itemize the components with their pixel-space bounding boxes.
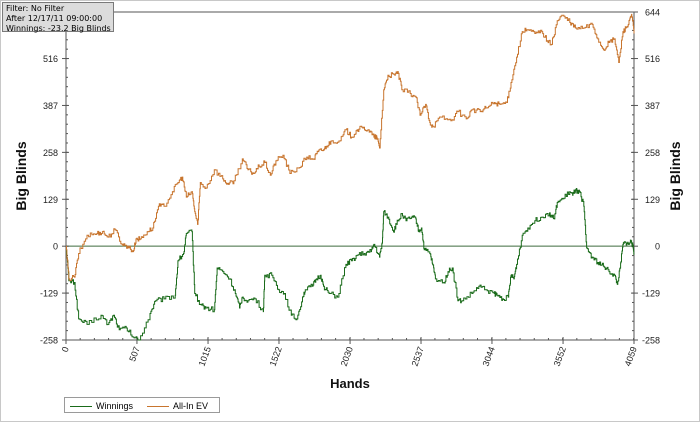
- y-tick-label-left: -258: [40, 336, 58, 346]
- legend-label-all-in-ev: All-In EV: [173, 401, 209, 411]
- legend-label-winnings: Winnings: [96, 401, 134, 411]
- x-axis-title: Hands: [330, 376, 370, 391]
- y-tick-label-left: 516: [43, 54, 58, 64]
- series-line-winnings: [66, 188, 635, 341]
- winnings-summary-text: Winnings: -23.2 Big Blinds: [6, 24, 111, 33]
- x-tick-label: 1522: [268, 345, 284, 367]
- x-tick-label: 3044: [481, 345, 497, 367]
- plot-area: [65, 11, 635, 341]
- y-axis-title-left: Big Blinds: [13, 141, 29, 210]
- y-tick-label-right: -129: [642, 289, 660, 299]
- y-tick-label-right: 0: [655, 242, 660, 252]
- series-lines: [66, 13, 635, 341]
- y-tick-label-left: 129: [43, 195, 58, 205]
- y-axis-title-right: Big Blinds: [667, 141, 683, 210]
- y-tick-label-right: 258: [645, 148, 660, 158]
- y-tick-label-left: 387: [43, 101, 58, 111]
- y-tick-label-left: 258: [43, 148, 58, 158]
- series-line-all-in-ev: [66, 13, 635, 281]
- x-tick-label: 2537: [410, 345, 426, 367]
- filter-info-box: Filter: No Filter After 12/17/11 09:00:0…: [2, 2, 114, 33]
- y-tick-label-right: 129: [645, 195, 660, 205]
- x-tick-label: 1015: [197, 345, 213, 367]
- y-tick-label-right: -258: [642, 336, 660, 346]
- legend-item-winnings: Winnings: [70, 400, 133, 412]
- legend: Winnings All-In EV: [64, 397, 220, 413]
- y-tick-label-right: 644: [645, 8, 660, 18]
- x-tick-label: 4059: [623, 345, 639, 367]
- y-tick-label-right: 516: [645, 54, 660, 64]
- right-axis-ticks: -258 -129 0 129 258 387 516 644: [631, 8, 660, 346]
- date-filter-text: After 12/17/11 09:00:00: [6, 14, 103, 23]
- filter-text: Filter: No Filter: [6, 4, 65, 13]
- x-tick-label: 2030: [339, 345, 355, 367]
- legend-item-all-in-ev: All-In EV: [147, 400, 208, 412]
- x-tick-label: 507: [127, 345, 142, 363]
- legend-swatch-all-in-ev: [147, 405, 169, 407]
- legend-swatch-winnings: [70, 405, 92, 407]
- y-tick-label-left: 0: [53, 242, 58, 252]
- x-tick-label: 0: [60, 345, 71, 353]
- y-tick-label-left: -129: [40, 289, 58, 299]
- y-tick-label-right: 387: [645, 101, 660, 111]
- x-tick-label: 3552: [552, 345, 568, 367]
- x-axis-ticks: 0 507 1015 1522 2030 2537 3044 3552 4059: [60, 337, 639, 368]
